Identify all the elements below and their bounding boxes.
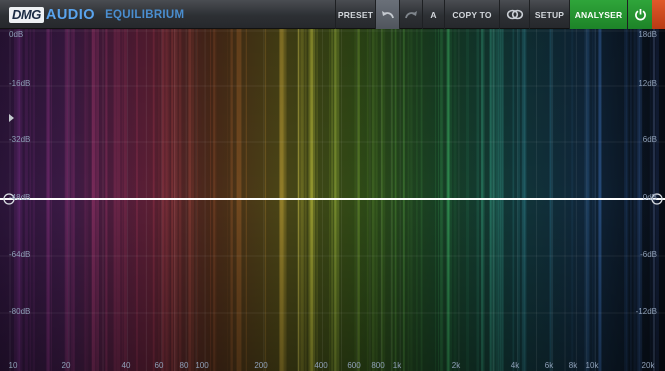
freq-label: 80: [179, 361, 189, 370]
right-axis-label: 12dB: [638, 79, 657, 88]
left-axis-label: -32dB: [9, 135, 31, 144]
right-axis-label: 18dB: [638, 30, 657, 39]
redo-arrow-icon: [405, 11, 417, 19]
preset-button[interactable]: PRESET: [335, 0, 375, 29]
freq-label: 600: [347, 361, 361, 370]
right-axis-label: 0dB: [642, 193, 657, 202]
left-axis-label: -80dB: [9, 307, 31, 316]
link-button[interactable]: [499, 0, 529, 29]
product-name: EQUILIBRIUM: [105, 9, 185, 21]
freq-label: 60: [154, 361, 164, 370]
eq-display[interactable]: 0dB -16dB -32dB -48dB -64dB -80dB 18dB 1…: [0, 29, 665, 371]
preset-label: PRESET: [337, 9, 374, 20]
collapse-arrow-icon[interactable]: [9, 114, 14, 122]
freq-label: 40: [121, 361, 131, 370]
freq-label: 10: [8, 361, 18, 370]
curve-right-handle[interactable]: [651, 193, 663, 205]
undo-button[interactable]: [375, 0, 399, 29]
freq-label: 8k: [568, 361, 578, 370]
freq-label: 2k: [451, 361, 461, 370]
ab-label: A: [430, 9, 437, 20]
power-button[interactable]: [627, 0, 652, 29]
freq-label: 200: [254, 361, 268, 370]
copy-to-button[interactable]: COPY TO: [444, 0, 499, 29]
brand-logo: DMG AUDIO EQUILIBRIUM: [9, 6, 184, 24]
freq-label: 800: [371, 361, 385, 370]
eq-graph[interactable]: [0, 29, 665, 371]
analyser-button[interactable]: ANALYSER: [569, 0, 627, 29]
freq-label: 20k: [641, 361, 655, 370]
power-icon: [634, 9, 646, 21]
left-axis-label: -16dB: [9, 79, 31, 88]
undo-arrow-icon: [381, 11, 394, 19]
freq-label: 100: [195, 361, 209, 370]
ab-compare-button[interactable]: A: [422, 0, 444, 29]
analyser-label: ANALYSER: [574, 9, 623, 20]
left-axis-label: -48dB: [9, 193, 31, 202]
freq-label: 1k: [392, 361, 402, 370]
copy-to-label: COPY TO: [452, 9, 492, 20]
brand-logo-dmg: DMG: [9, 7, 44, 23]
brand-logo-audio: AUDIO: [45, 7, 96, 23]
redo-button[interactable]: [399, 0, 422, 29]
freq-label: 400: [314, 361, 328, 370]
left-axis-label: -64dB: [9, 250, 31, 259]
freq-label: 20: [61, 361, 71, 370]
left-axis-label: 0dB: [9, 30, 24, 39]
right-axis-label: -12dB: [635, 307, 657, 316]
curve-left-handle[interactable]: [3, 193, 15, 205]
setup-label: SETUP: [534, 9, 565, 20]
setup-button[interactable]: SETUP: [529, 0, 569, 29]
right-axis-label: -6dB: [640, 250, 657, 259]
freq-label: 6k: [544, 361, 554, 370]
link-rings-icon: [506, 9, 523, 20]
freq-label: 4k: [510, 361, 520, 370]
window-corner-accent: [652, 0, 665, 29]
right-axis-label: 6dB: [642, 135, 657, 144]
freq-label: 10k: [585, 361, 599, 370]
top-bar: DMG AUDIO EQUILIBRIUM PRESET A COPY TO S…: [0, 0, 665, 29]
